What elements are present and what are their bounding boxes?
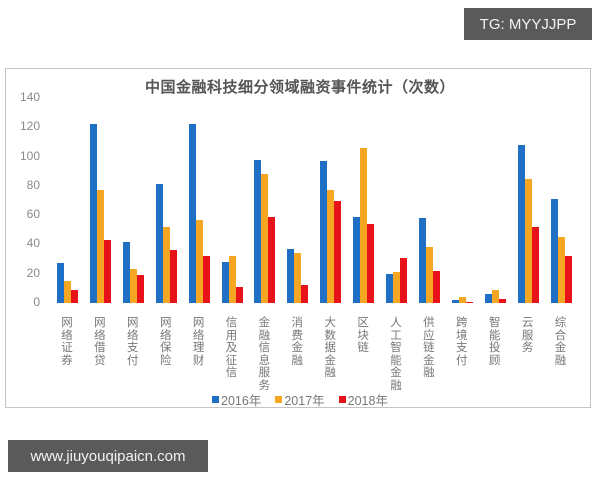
bar-2018年 — [136, 275, 144, 303]
x-tick-label: 大数据金融 — [324, 315, 336, 379]
bar-2016年 — [353, 216, 361, 303]
bar-2018年 — [268, 216, 276, 303]
x-tick-label: 综合金融 — [554, 315, 567, 367]
bar-2018年 — [169, 250, 177, 303]
bar-2017年 — [162, 226, 170, 303]
bar-2016年 — [517, 144, 525, 303]
y-tick-label: 60 — [26, 207, 40, 222]
x-tick-label: 人工智能金融 — [390, 315, 402, 392]
x-tick-label: 消费金融 — [291, 315, 304, 367]
x-tick-label: 信用及征信 — [225, 315, 238, 379]
bar-2016年 — [451, 300, 459, 303]
bar-2016年 — [320, 160, 328, 303]
bar-2018年 — [564, 256, 572, 303]
y-tick-label: 100 — [19, 148, 40, 163]
bar-2017年 — [96, 190, 104, 303]
legend-label: 2016年 — [221, 394, 262, 408]
bar-2018年 — [103, 240, 111, 303]
bar-2018年 — [531, 226, 539, 303]
bar-2016年 — [418, 218, 426, 303]
x-tick-label: 跨境支付 — [456, 315, 468, 367]
bar-2018年 — [235, 286, 243, 303]
bar-2016年 — [287, 248, 295, 303]
bar-2016年 — [57, 263, 64, 303]
bar-2018年 — [498, 298, 506, 303]
bar-2017年 — [491, 289, 499, 303]
x-tick-label: 网络支付 — [127, 315, 139, 367]
y-tick-label: 80 — [26, 177, 40, 192]
x-tick-label: 网络证券 — [61, 315, 73, 367]
chart-title: 中国金融科技细分领域融资事件统计（次数） — [144, 78, 455, 96]
bar-2018年 — [465, 301, 473, 303]
bar-2016年 — [155, 184, 163, 303]
x-tick-label: 智能投顾 — [488, 315, 501, 367]
legend-swatch-icon — [275, 396, 283, 403]
bar-2018年 — [301, 285, 309, 303]
y-tick-label: 140 — [19, 90, 40, 104]
bar-2016年 — [188, 124, 196, 303]
bar-2018年 — [334, 200, 342, 303]
legend-label: 2018年 — [347, 394, 388, 408]
bar-2018年 — [367, 223, 375, 303]
bar-2017年 — [327, 190, 335, 303]
y-tick-label: 0 — [33, 295, 40, 309]
x-tick-label: 网络理财 — [192, 315, 205, 367]
bar-2016年 — [221, 262, 229, 303]
bar-2018年 — [400, 257, 407, 303]
legend-item: 2016年 — [212, 390, 261, 409]
bar-2016年 — [550, 199, 558, 303]
bar-2016年 — [122, 241, 130, 303]
legend-item: 2018年 — [338, 390, 388, 409]
watermark-badge-bottom: www.jiuyouqipaicn.com — [8, 440, 208, 472]
legend: 2016年 2017年 2018年 — [0, 390, 600, 409]
bar-2017年 — [524, 178, 532, 303]
bar-2018年 — [71, 289, 78, 303]
bar-2017年 — [228, 256, 236, 303]
legend-swatch-icon — [338, 396, 346, 403]
bar-2017年 — [294, 253, 302, 303]
legend-swatch-icon — [212, 396, 220, 403]
x-tick-label: 供应链金融 — [423, 315, 435, 379]
bar-2017年 — [129, 269, 137, 303]
x-tick-label: 网络保险 — [159, 315, 172, 367]
bar-2017年 — [393, 272, 400, 303]
x-tick-label: 网络借贷 — [94, 315, 106, 367]
bar-2017年 — [458, 297, 466, 303]
watermark-badge-top: TG: MYYJJPP — [464, 8, 592, 40]
y-tick-label: 40 — [26, 236, 40, 251]
bar-2017年 — [557, 237, 565, 303]
bar-2018年 — [202, 256, 210, 303]
x-tick-label: 区块链 — [357, 315, 369, 354]
y-tick-label: 20 — [26, 265, 40, 280]
bar-2017年 — [425, 247, 433, 303]
y-tick-label: 120 — [19, 119, 40, 134]
bar-2018年 — [432, 270, 440, 303]
x-tick-label: 金融信息服务 — [258, 315, 271, 392]
legend-item: 2017年 — [275, 390, 325, 409]
bar-2016年 — [254, 159, 262, 303]
bar-2017年 — [64, 281, 71, 303]
bar-2017年 — [195, 219, 203, 303]
x-tick-label: 云服务 — [521, 315, 534, 354]
bar-2016年 — [386, 273, 393, 303]
bar-2017年 — [360, 147, 368, 303]
bar-2016年 — [89, 124, 97, 303]
legend-label: 2017年 — [284, 394, 325, 408]
bar-2016年 — [484, 294, 492, 303]
bar-2017年 — [261, 174, 269, 303]
